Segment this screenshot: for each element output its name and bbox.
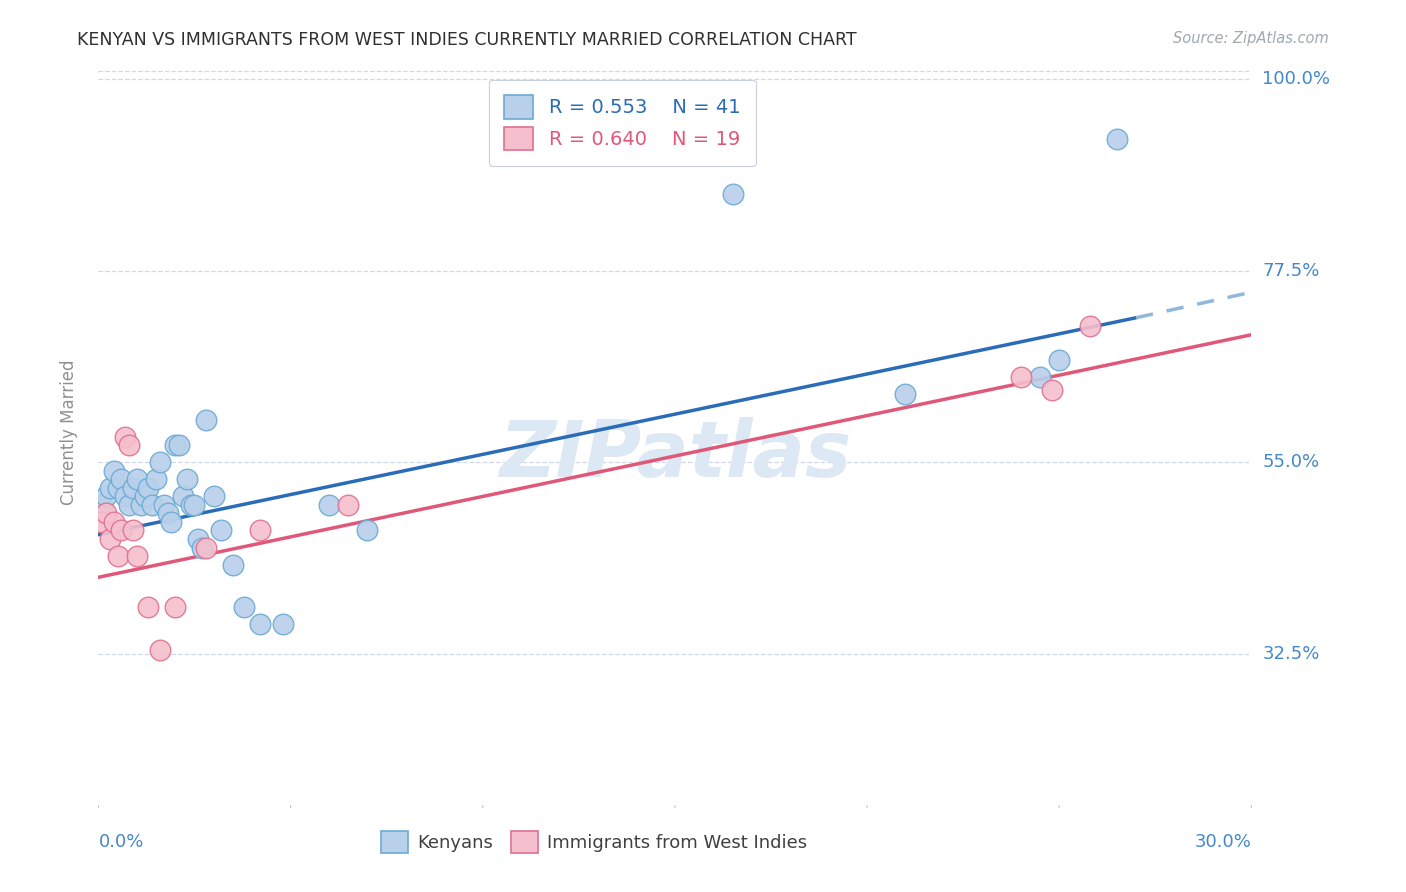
Point bbox=[233, 600, 256, 615]
Point bbox=[91, 498, 114, 512]
Text: Source: ZipAtlas.com: Source: ZipAtlas.com bbox=[1173, 31, 1329, 46]
Point bbox=[222, 558, 245, 572]
Point bbox=[122, 481, 145, 495]
Point bbox=[1010, 370, 1032, 384]
Text: 0.0%: 0.0% bbox=[98, 833, 143, 851]
Point bbox=[98, 481, 121, 495]
Point bbox=[114, 430, 136, 444]
Point bbox=[249, 617, 271, 632]
Point bbox=[160, 515, 183, 529]
Legend: Kenyans, Immigrants from West Indies: Kenyans, Immigrants from West Indies bbox=[374, 824, 814, 861]
Point bbox=[165, 438, 187, 452]
Point bbox=[107, 549, 129, 563]
Point bbox=[103, 515, 125, 529]
Point bbox=[118, 438, 141, 452]
Point bbox=[125, 549, 148, 563]
Point bbox=[1047, 353, 1070, 368]
Point bbox=[94, 507, 117, 521]
Point bbox=[337, 498, 360, 512]
Point bbox=[1040, 383, 1063, 397]
Point bbox=[721, 187, 744, 202]
Point bbox=[110, 524, 132, 538]
Point bbox=[209, 524, 232, 538]
Point bbox=[152, 498, 174, 512]
Point bbox=[103, 464, 125, 478]
Point bbox=[180, 498, 202, 512]
Point bbox=[172, 490, 194, 504]
Text: 100.0%: 100.0% bbox=[1263, 70, 1330, 88]
Point bbox=[1105, 132, 1128, 146]
Point bbox=[894, 387, 917, 401]
Point bbox=[195, 541, 218, 555]
Point bbox=[356, 524, 378, 538]
Point bbox=[249, 524, 271, 538]
Text: 77.5%: 77.5% bbox=[1263, 262, 1320, 280]
Point bbox=[91, 515, 114, 529]
Point bbox=[1029, 370, 1052, 384]
Y-axis label: Currently Married: Currently Married bbox=[59, 359, 77, 506]
Point bbox=[202, 490, 225, 504]
Point bbox=[107, 481, 129, 495]
Point bbox=[1078, 319, 1101, 334]
Text: ZIPatlas: ZIPatlas bbox=[499, 417, 851, 493]
Point bbox=[149, 455, 172, 469]
Text: KENYAN VS IMMIGRANTS FROM WEST INDIES CURRENTLY MARRIED CORRELATION CHART: KENYAN VS IMMIGRANTS FROM WEST INDIES CU… bbox=[77, 31, 856, 49]
Point bbox=[138, 481, 160, 495]
Text: 30.0%: 30.0% bbox=[1195, 833, 1251, 851]
Point bbox=[129, 498, 152, 512]
Point bbox=[134, 490, 156, 504]
Point bbox=[110, 472, 132, 486]
Point bbox=[122, 524, 145, 538]
Point bbox=[149, 642, 172, 657]
Point bbox=[118, 498, 141, 512]
Point bbox=[165, 600, 187, 615]
Point bbox=[138, 600, 160, 615]
Point bbox=[141, 498, 163, 512]
Point bbox=[125, 472, 148, 486]
Point bbox=[98, 532, 121, 546]
Point bbox=[191, 541, 214, 555]
Text: 55.0%: 55.0% bbox=[1263, 453, 1320, 471]
Point bbox=[318, 498, 340, 512]
Point bbox=[167, 438, 190, 452]
Point bbox=[145, 472, 167, 486]
Point bbox=[176, 472, 198, 486]
Point bbox=[195, 413, 218, 427]
Point bbox=[183, 498, 205, 512]
Point bbox=[187, 532, 209, 546]
Point bbox=[114, 490, 136, 504]
Text: 32.5%: 32.5% bbox=[1263, 645, 1320, 663]
Point bbox=[94, 490, 117, 504]
Point bbox=[156, 507, 179, 521]
Point bbox=[271, 617, 294, 632]
